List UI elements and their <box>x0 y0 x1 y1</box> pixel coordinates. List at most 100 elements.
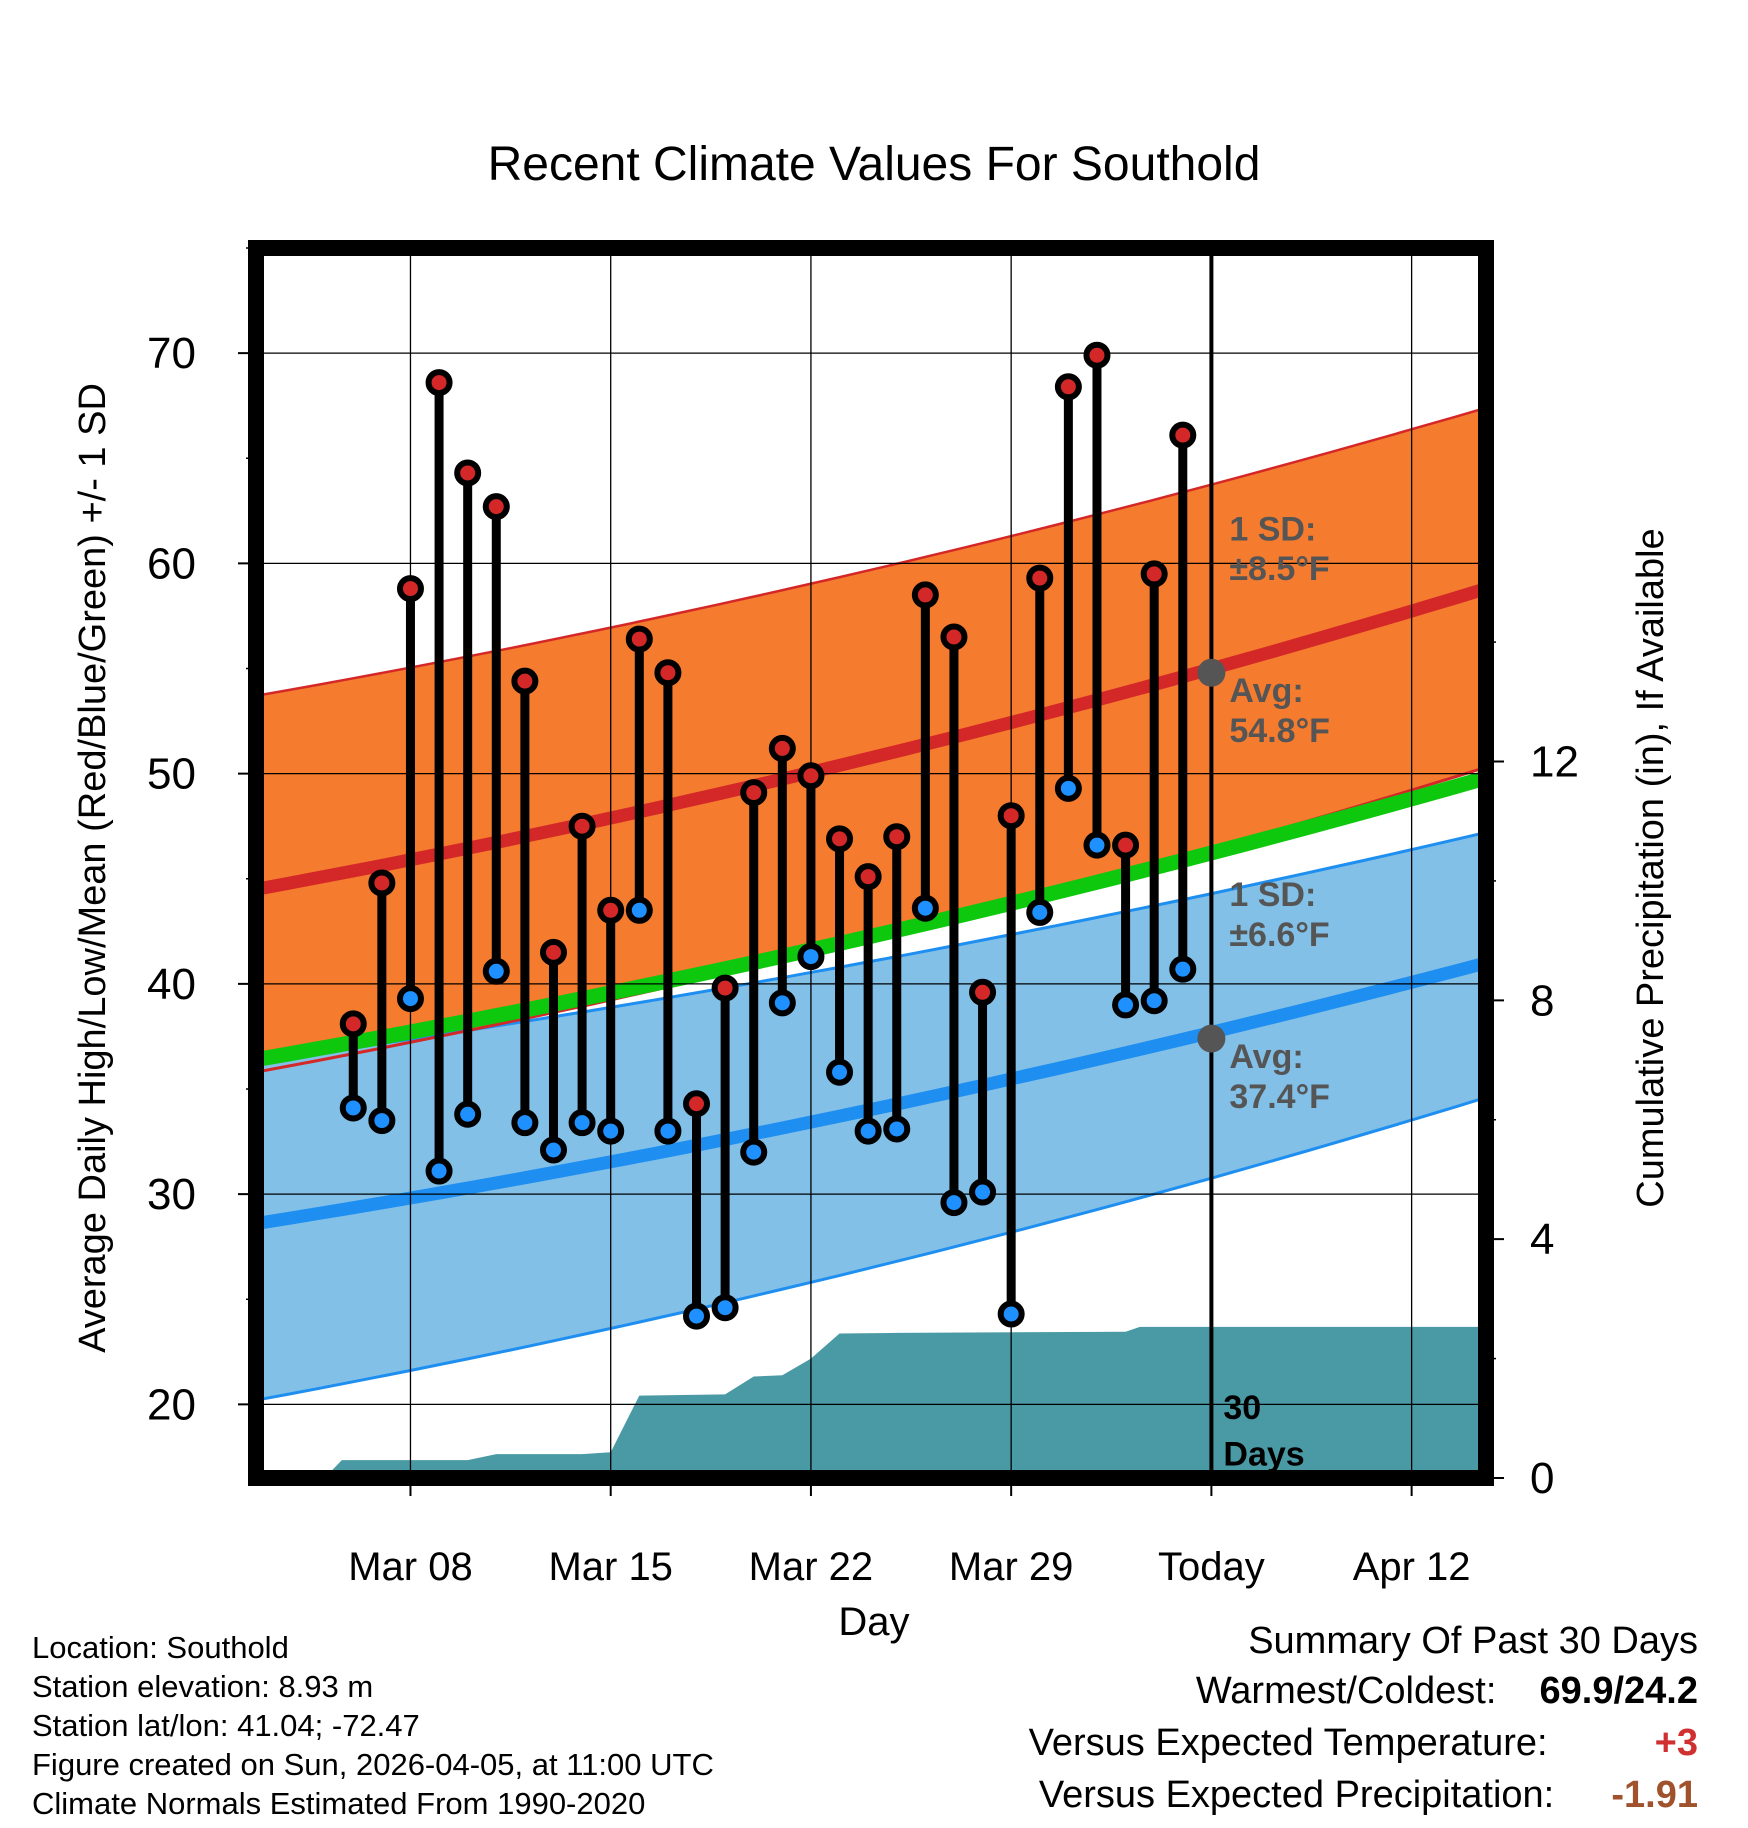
daily-high-point <box>1169 421 1197 449</box>
daily-low-point <box>482 957 510 985</box>
daily-high-point <box>683 1090 711 1118</box>
info-elevation: Station elevation: 8.93 m <box>32 1669 374 1704</box>
x-axis-label: Day <box>838 1600 909 1644</box>
daily-high-point <box>425 369 453 397</box>
daily-high-point <box>625 625 653 653</box>
daily-low-point <box>1054 774 1082 802</box>
info-latlon: Station lat/lon: 41.04; -72.47 <box>32 1708 420 1743</box>
y-axis-right-label: Cumulative Precipitation (in), If Availa… <box>1630 528 1672 1207</box>
left-tick-label: 50 <box>147 750 196 799</box>
summary-warmest-row: Warmest/Coldest: 69.9/24.2 <box>1196 1670 1698 1713</box>
daily-high-point <box>997 802 1025 830</box>
right-tick-label: 0 <box>1530 1454 1554 1503</box>
info-normals: Climate Normals Estimated From 1990-2020 <box>32 1786 646 1821</box>
high-avg-value: 54.8°F <box>1229 712 1330 750</box>
x-tick-label: Today <box>1158 1545 1265 1589</box>
daily-high-point <box>1026 564 1054 592</box>
summary-precip-row: Versus Expected Precipitation: -1.91 <box>1039 1774 1698 1817</box>
period-label-number: 30 <box>1223 1389 1261 1427</box>
daily-high-point <box>969 978 997 1006</box>
daily-high-point <box>1140 560 1168 588</box>
summary-temp-label: Versus Expected Temperature: <box>1028 1722 1548 1764</box>
daily-low-point <box>1083 831 1111 859</box>
low-band-lower-edge <box>256 1095 1486 1402</box>
x-tick-label: Apr 12 <box>1353 1545 1471 1589</box>
daily-low-point <box>511 1109 539 1137</box>
right-tick-label: 4 <box>1530 1215 1554 1264</box>
daily-low-point <box>854 1117 882 1145</box>
summary-heading: Summary Of Past 30 Days <box>1248 1620 1698 1662</box>
daily-high-point <box>797 762 825 790</box>
chart-title: Recent Climate Values For Southold <box>488 138 1261 191</box>
daily-low-point <box>911 894 939 922</box>
precipitation-area <box>324 1326 1486 1478</box>
daily-low-point <box>997 1300 1025 1328</box>
daily-low-point <box>368 1107 396 1135</box>
daily-low-point <box>539 1136 567 1164</box>
summary-precip-value: -1.91 <box>1611 1774 1698 1816</box>
left-tick-label: 30 <box>147 1170 196 1219</box>
daily-low-point <box>1026 898 1054 926</box>
x-tick-label: Mar 22 <box>749 1545 874 1589</box>
daily-low-point <box>940 1189 968 1217</box>
daily-low-point <box>568 1109 596 1137</box>
daily-high-point <box>368 869 396 897</box>
high-avg-label: Avg: <box>1229 672 1303 710</box>
summary-precip-label: Versus Expected Precipitation: <box>1038 1774 1555 1816</box>
low-avg-value: 37.4°F <box>1229 1078 1330 1116</box>
daily-high-point <box>482 493 510 521</box>
daily-high-point <box>654 659 682 687</box>
daily-low-point <box>625 896 653 924</box>
daily-low-point <box>740 1138 768 1166</box>
daily-high-point <box>768 734 796 762</box>
left-tick-label: 60 <box>147 539 196 588</box>
daily-low-point <box>1169 955 1197 983</box>
right-tick-label: 8 <box>1530 976 1554 1025</box>
right-tick-label: 12 <box>1530 737 1579 786</box>
x-tick-label: Mar 29 <box>949 1545 1074 1589</box>
plot-frame <box>248 240 1494 1486</box>
left-tick-label: 40 <box>147 960 196 1009</box>
daily-low-point <box>826 1058 854 1086</box>
daily-high-point <box>454 459 482 487</box>
daily-high-point <box>883 823 911 851</box>
daily-low-point <box>683 1302 711 1330</box>
daily-high-point <box>396 575 424 603</box>
daily-low-point <box>597 1117 625 1145</box>
daily-high-point <box>911 581 939 609</box>
daily-high-point <box>826 825 854 853</box>
low-avg-label: Avg: <box>1229 1038 1303 1076</box>
daily-low-point <box>969 1178 997 1206</box>
daily-high-point <box>511 667 539 695</box>
daily-high-point <box>1083 341 1111 369</box>
left-tick-label: 20 <box>147 1380 196 1429</box>
daily-low-point <box>1140 987 1168 1015</box>
summary-temp-value: +3 <box>1654 1722 1698 1764</box>
summary-temp-row: Versus Expected Temperature: +3 <box>1029 1722 1698 1765</box>
daily-low-point <box>654 1117 682 1145</box>
normal-high-line <box>256 582 1486 896</box>
daily-low-point <box>396 985 424 1013</box>
summary-warmest-value: 69.9/24.2 <box>1539 1670 1698 1712</box>
y-axis-left-label: Average Daily High/Low/Mean (Red/Blue/Gr… <box>72 383 114 1353</box>
daily-high-point <box>1112 831 1140 859</box>
low-sd-value: ±6.6°F <box>1229 916 1329 954</box>
low-sd-label: 1 SD: <box>1229 876 1316 914</box>
x-tick-label: Mar 15 <box>548 1545 673 1589</box>
left-tick-label: 70 <box>147 329 196 378</box>
daily-low-point <box>454 1100 482 1128</box>
daily-low-point <box>711 1294 739 1322</box>
station-info: Location: Southold Station elevation: 8.… <box>32 1628 714 1823</box>
info-created: Figure created on Sun, 2026-04-05, at 11… <box>32 1747 714 1782</box>
daily-low-point <box>425 1157 453 1185</box>
summary-warmest-label: Warmest/Coldest: <box>1195 1670 1497 1712</box>
daily-high-point <box>597 896 625 924</box>
daily-high-point <box>940 623 968 651</box>
daily-low-point <box>768 989 796 1017</box>
high-sd-label: 1 SD: <box>1229 510 1316 548</box>
daily-high-point <box>711 974 739 1002</box>
daily-high-point <box>339 1010 367 1038</box>
daily-high-point <box>740 779 768 807</box>
